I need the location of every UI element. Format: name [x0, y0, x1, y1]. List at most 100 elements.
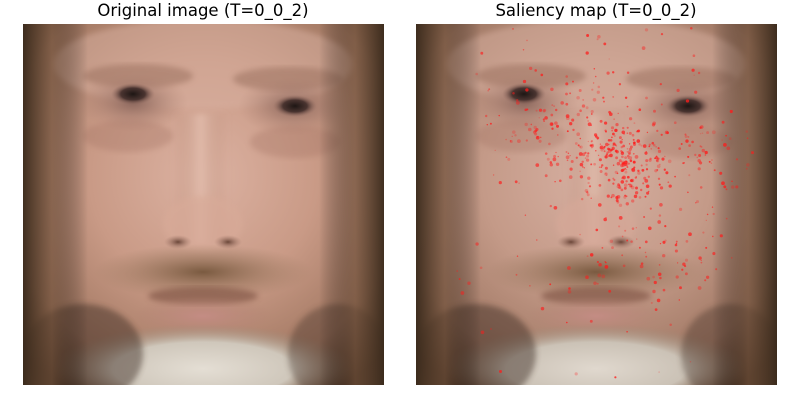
saliency-speck: [554, 108, 558, 112]
saliency-speck: [582, 98, 585, 101]
saliency-speck: [643, 215, 646, 219]
saliency-speck: [593, 67, 596, 70]
saliency-speck: [578, 89, 582, 92]
saliency-speck: [684, 133, 687, 136]
saliency-speck: [642, 182, 645, 185]
saliency-speck: [618, 203, 623, 207]
saliency-speck: [467, 281, 471, 285]
saliency-map-image: [416, 24, 777, 385]
saliency-speck: [591, 146, 593, 149]
saliency-speck: [565, 75, 568, 78]
saliency-speck: [594, 135, 598, 138]
saliency-speck: [681, 268, 684, 271]
saliency-speck: [529, 285, 531, 287]
saliency-speck: [624, 229, 627, 232]
saliency-speck: [745, 167, 748, 170]
saliency-speck: [621, 168, 625, 171]
saliency-speck: [646, 276, 651, 281]
saliency-speck: [475, 72, 478, 76]
saliency-speck: [568, 287, 571, 290]
saliency-speck: [650, 148, 652, 150]
saliency-speck: [587, 181, 590, 185]
saliency-speck: [629, 145, 633, 149]
saliency-speck: [605, 172, 607, 175]
saliency-speck: [644, 195, 647, 198]
saliency-speck: [555, 124, 560, 128]
saliency-speck: [579, 233, 581, 236]
saliency-speck: [585, 106, 589, 110]
saliency-speck: [591, 144, 593, 147]
saliency-speck: [675, 275, 679, 279]
saliency-speck: [638, 143, 641, 146]
saliency-speck: [679, 207, 683, 211]
saliency-speck: [646, 191, 650, 195]
saliency-speck: [584, 189, 589, 193]
saliency-speck: [524, 108, 528, 112]
saliency-speck: [596, 38, 599, 41]
saliency-speck: [731, 185, 735, 189]
saliency-speck: [658, 371, 660, 373]
saliency-speck: [622, 144, 626, 148]
saliency-speck: [583, 167, 585, 169]
saliency-speck: [735, 158, 739, 161]
saliency-speck: [660, 32, 664, 36]
saliency-speck: [723, 185, 727, 189]
saliency-speck: [635, 186, 638, 190]
saliency-speck: [627, 183, 630, 186]
saliency-speck: [558, 179, 562, 183]
saliency-speck: [553, 154, 557, 158]
saliency-speck: [588, 185, 592, 188]
saliency-speck: [624, 170, 628, 174]
saliency-speck: [629, 159, 633, 163]
saliency-speck: [626, 132, 628, 134]
saliency-speck: [486, 124, 488, 126]
saliency-speck: [691, 68, 695, 72]
saliency-speck: [538, 139, 542, 143]
saliency-speck: [488, 88, 491, 91]
saliency-speck: [542, 109, 546, 113]
saliency-speck: [638, 196, 642, 199]
saliency-speck: [543, 108, 547, 112]
saliency-speck: [723, 143, 727, 147]
saliency-speck: [659, 242, 662, 245]
saliency-speck: [599, 145, 604, 150]
saliency-speck: [685, 99, 690, 103]
saliency-speck: [515, 101, 520, 105]
saliency-speck: [576, 112, 580, 117]
saliency-speck: [632, 160, 636, 164]
saliency-speck: [581, 160, 584, 164]
saliency-speck: [570, 160, 574, 163]
saliency-speck: [589, 319, 593, 323]
saliency-speck: [652, 289, 656, 294]
saliency-speck: [705, 246, 708, 249]
saliency-speck: [701, 148, 706, 153]
saliency-speck: [522, 79, 527, 84]
saliency-speck: [598, 158, 602, 162]
saliency-speck: [626, 154, 630, 158]
saliency-speck: [645, 255, 648, 258]
saliency-speck: [615, 145, 618, 147]
saliency-speck: [638, 246, 641, 249]
saliency-speck: [533, 125, 537, 130]
saliency-speck: [609, 139, 613, 142]
saliency-speck: [700, 259, 702, 262]
saliency-speck: [577, 144, 580, 147]
saliency-speck: [640, 164, 643, 167]
saliency-speck: [599, 143, 602, 145]
saliency-speck: [667, 159, 672, 164]
saliency-speck: [626, 105, 629, 108]
saliency-speck: [639, 264, 644, 269]
saliency-speck: [685, 240, 689, 243]
saliency-speck: [574, 142, 578, 145]
saliency-speck: [711, 206, 714, 208]
saliency-speck: [616, 172, 619, 175]
saliency-speck: [607, 178, 611, 182]
saliency-speck: [525, 88, 529, 92]
saliency-speck: [606, 174, 608, 176]
saliency-speck: [626, 147, 629, 150]
saliency-speck: [657, 272, 662, 276]
saliency-speck: [540, 306, 545, 311]
saliency-speck: [479, 266, 483, 270]
saliency-speck: [700, 145, 703, 148]
saliency-speck: [621, 138, 623, 141]
